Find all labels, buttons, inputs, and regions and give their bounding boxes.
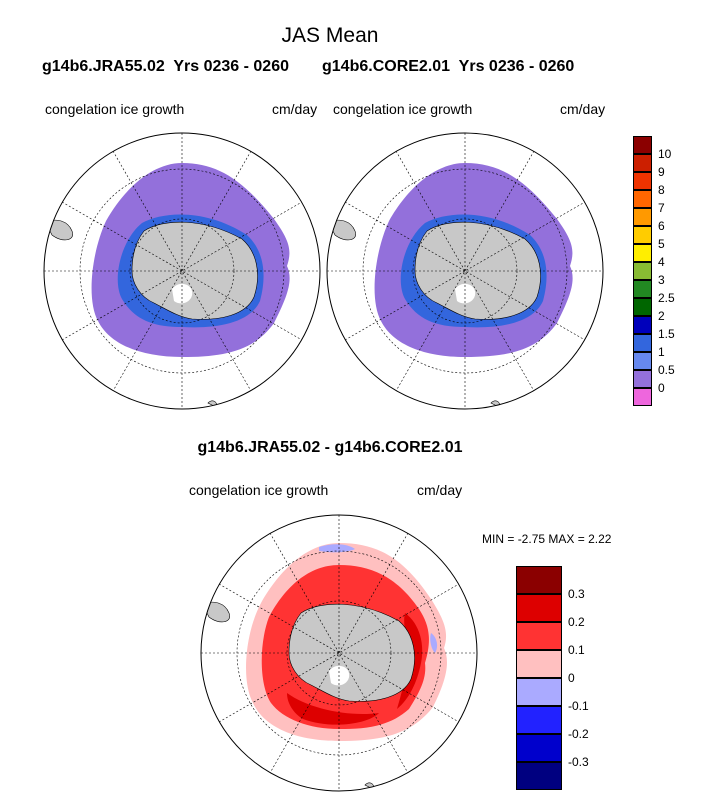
map-border — [326, 132, 604, 410]
panel2-variable: congelation ice growth — [333, 101, 473, 117]
colorbar-bottom-swatch — [516, 650, 562, 678]
diff-neg-patch-north — [319, 544, 355, 553]
diff-units: cm/day — [417, 482, 463, 498]
panel1-variable: congelation ice growth — [45, 101, 185, 117]
colorbar-bottom-label: -0.2 — [568, 727, 589, 741]
panel1-years: Yrs 0236 - 0260 — [173, 58, 289, 75]
colorbar-top-swatch — [633, 136, 652, 154]
panel2-years: Yrs 0236 - 0260 — [458, 58, 575, 75]
map-border — [43, 132, 321, 410]
colorbar-top-label: 2 — [658, 309, 665, 323]
colorbar-bottom-label: 0.1 — [568, 643, 585, 657]
colorbar-top: 10 9 8 7 6 5 4 3 2.5 2 1.5 1 0.5 0 — [633, 136, 692, 406]
min-value: -2.75 — [517, 532, 546, 546]
colorbar-top-label: 9 — [658, 165, 665, 179]
colorbar-bottom-label: -0.3 — [568, 755, 589, 769]
panel1-header: g14b6.JRA55.02 Yrs 0236 - 0260 — [42, 58, 289, 76]
colorbar-top-swatch — [633, 298, 652, 316]
colorbar-top-swatch — [633, 154, 652, 172]
map-panel2 — [326, 132, 604, 410]
colorbar-top-label: 7 — [658, 201, 665, 215]
diff-minmax: MIN = -2.75 MAX = 2.22 — [482, 532, 611, 546]
colorbar-bottom-swatch — [516, 706, 562, 734]
colorbar-top-label: 2.5 — [658, 291, 675, 305]
figure-title: JAS Mean — [281, 24, 379, 47]
colorbar-top-label: 1 — [658, 345, 665, 359]
colorbar-bottom-label: 0.2 — [568, 615, 585, 629]
colorbar-top-swatch — [633, 190, 652, 208]
panel1-case: g14b6.JRA55.02 — [42, 58, 165, 75]
meridians — [44, 133, 320, 409]
max-label: MAX = — [548, 532, 585, 546]
south-america-land — [45, 219, 73, 241]
colorbar-top-swatch — [633, 388, 652, 406]
panel2-header: g14b6.CORE2.01 Yrs 0236 - 0260 — [322, 58, 574, 76]
meridians — [201, 515, 477, 791]
max-value: 2.22 — [588, 532, 612, 546]
map-diff — [200, 514, 478, 792]
colorbar-top-swatch — [633, 334, 652, 352]
colorbar-top-label: 3 — [658, 273, 665, 287]
colorbar-top-swatch — [633, 370, 652, 388]
colorbar-top-swatch — [633, 226, 652, 244]
south-america-land — [202, 601, 230, 623]
panel1-units: cm/day — [272, 101, 318, 117]
panel2-case: g14b6.CORE2.01 — [322, 58, 451, 75]
south-america-land — [328, 219, 356, 241]
colorbar-top-swatch — [633, 244, 652, 262]
colorbar-top-label: 1.5 — [658, 327, 675, 341]
diff-title: g14b6.JRA55.02 - g14b6.CORE2.01 — [197, 439, 463, 456]
colorbar-bottom-swatch — [516, 678, 562, 706]
colorbar-top-swatch — [633, 262, 652, 280]
colorbar-bottom: 0.3 0.2 0.1 0 -0.1 -0.2 -0.3 — [516, 566, 602, 790]
colorbar-top-swatch — [633, 172, 652, 190]
colorbar-bottom-swatch — [516, 594, 562, 622]
meridians — [327, 133, 603, 409]
colorbar-top-label: 0 — [658, 381, 665, 395]
colorbar-bottom-swatch — [516, 622, 562, 650]
panel2-units: cm/day — [560, 101, 606, 117]
colorbar-top-swatch — [633, 316, 652, 334]
min-label: MIN = — [482, 532, 515, 546]
colorbar-top-label: 4 — [658, 255, 665, 269]
colorbar-bottom-swatch — [516, 734, 562, 762]
colorbar-top-label: 8 — [658, 183, 665, 197]
map-border — [200, 514, 478, 792]
diff-neg-patch-east — [430, 633, 438, 653]
colorbar-top-label: 6 — [658, 219, 665, 233]
colorbar-top-swatch — [633, 208, 652, 226]
colorbar-top-label: 0.5 — [658, 363, 675, 377]
map-panel1 — [43, 132, 321, 410]
colorbar-bottom-label: -0.1 — [568, 699, 589, 713]
colorbar-bottom-swatch — [516, 762, 562, 790]
colorbar-top-label: 5 — [658, 237, 665, 251]
colorbar-top-swatch — [633, 280, 652, 298]
colorbar-bottom-label: 0.3 — [568, 587, 585, 601]
colorbar-top-label: 10 — [658, 147, 672, 161]
colorbar-bottom-label: 0 — [568, 671, 575, 685]
diff-high-patch-south — [287, 693, 379, 725]
diff-variable: congelation ice growth — [189, 482, 329, 498]
colorbar-bottom-swatch — [516, 566, 562, 594]
colorbar-top-swatch — [633, 352, 652, 370]
